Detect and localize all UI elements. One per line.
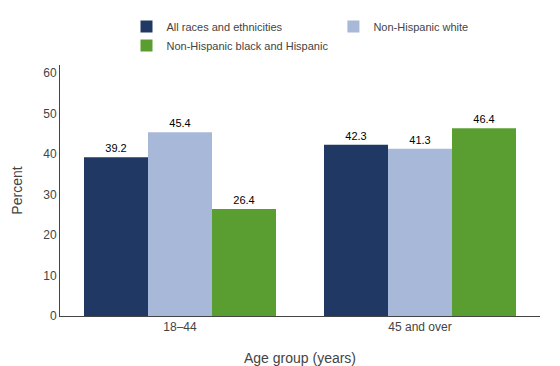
svg-text:All races and ethnicities: All races and ethnicities [167, 21, 283, 33]
svg-text:45.4: 45.4 [169, 117, 190, 129]
svg-text:60: 60 [43, 66, 57, 80]
svg-text:42.3: 42.3 [345, 130, 366, 142]
svg-text:10: 10 [43, 269, 57, 283]
svg-text:50: 50 [43, 107, 57, 121]
svg-text:41.3: 41.3 [409, 134, 430, 146]
svg-text:0: 0 [50, 309, 57, 323]
svg-text:39.2: 39.2 [105, 142, 126, 154]
svg-text:Age group (years): Age group (years) [244, 350, 356, 366]
svg-text:Non-Hispanic white: Non-Hispanic white [373, 21, 468, 33]
svg-text:Percent: Percent [9, 166, 25, 214]
svg-text:Non-Hispanic black and Hispani: Non-Hispanic black and Hispanic [167, 40, 329, 52]
svg-text:45 and over: 45 and over [388, 320, 451, 334]
svg-text:18–44: 18–44 [163, 320, 197, 334]
svg-text:30: 30 [43, 188, 57, 202]
svg-text:26.4: 26.4 [233, 194, 254, 206]
svg-text:20: 20 [43, 228, 57, 242]
svg-text:46.4: 46.4 [473, 113, 494, 125]
svg-text:40: 40 [43, 147, 57, 161]
